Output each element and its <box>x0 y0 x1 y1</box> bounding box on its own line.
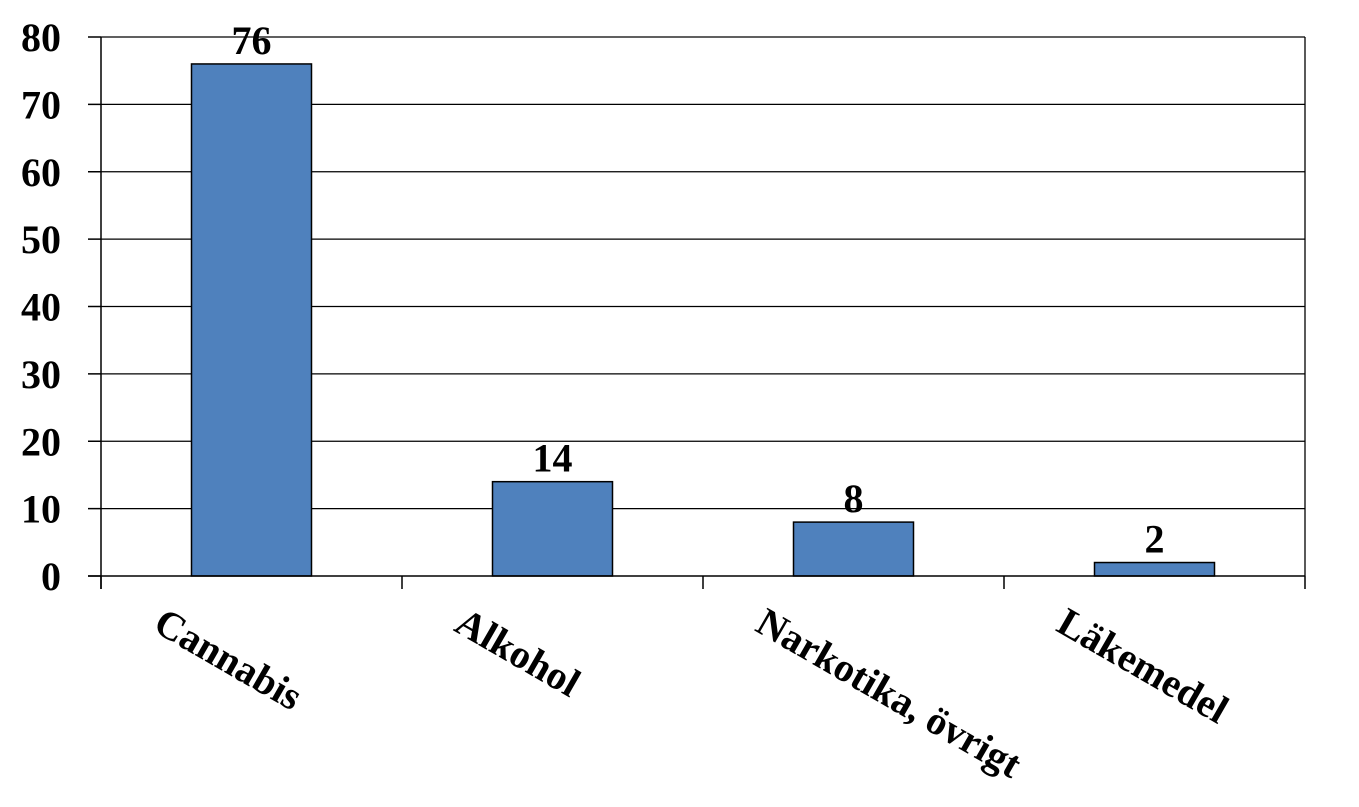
y-tick-label: 70 <box>21 82 61 127</box>
y-tick-label: 40 <box>21 285 61 330</box>
y-tick-label: 60 <box>21 150 61 195</box>
bar-narkotika-övrigt <box>792 521 915 577</box>
category-label: Alkohol <box>448 599 588 706</box>
y-tick-label: 30 <box>21 352 61 397</box>
category-label: Narkotika, övrigt <box>749 599 1030 787</box>
y-tick-label: 0 <box>41 554 61 599</box>
bar-läkemedel <box>1093 561 1216 577</box>
data-label: 2 <box>1145 517 1165 562</box>
data-labels: 76 14 8 2 <box>232 18 1165 562</box>
data-label: 14 <box>533 436 573 481</box>
y-tick-label: 50 <box>21 217 61 262</box>
data-label: 8 <box>844 476 864 521</box>
bar-alkohol <box>491 480 614 577</box>
y-tick-label: 20 <box>21 419 61 464</box>
category-label: Cannabis <box>147 599 310 719</box>
data-label: 76 <box>232 18 272 63</box>
y-tick-labels: 0 10 20 30 40 50 60 70 80 <box>21 15 61 599</box>
category-labels: Cannabis Alkohol Narkotika, övrigt Läkemede… <box>147 599 1236 787</box>
category-label: Läkemedel <box>1050 599 1236 732</box>
y-tick-label: 80 <box>21 15 61 60</box>
bar-cannabis <box>190 63 313 577</box>
y-tick-label: 10 <box>21 487 61 532</box>
bars <box>190 63 1216 577</box>
axes <box>88 36 1306 589</box>
